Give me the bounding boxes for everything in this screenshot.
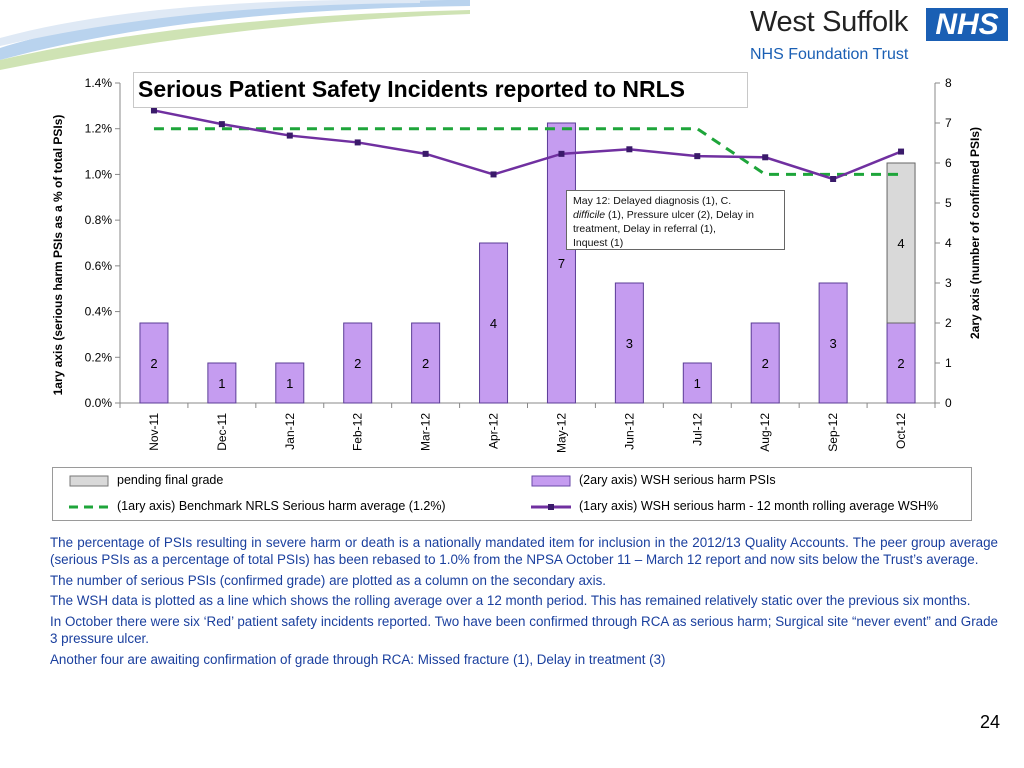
- x-tick-label: Dec-11: [215, 413, 229, 451]
- point-rolling-average: [218, 121, 225, 128]
- bar-pending-label: 4: [897, 236, 904, 251]
- bar-wsh-serious-psi: [682, 362, 712, 404]
- commentary-para-4: In October there were six ‘Red’ patient …: [50, 614, 998, 646]
- trust-branding: West Suffolk NHS NHS Foundation Trust: [750, 6, 1012, 66]
- bar-wsh-serious-psi: [479, 242, 509, 404]
- annotation-line-4: Inquest (1): [573, 237, 624, 249]
- point-rolling-average: [150, 107, 157, 114]
- y1-tick-label: 1.4%: [85, 76, 113, 90]
- y2-tick-label: 1: [945, 356, 952, 370]
- x-tick-label: Mar-12: [419, 413, 433, 451]
- y1-tick-label: 0.8%: [85, 213, 113, 227]
- legend-label-wsh-bars: (2ary axis) WSH serious harm PSIs: [579, 473, 776, 487]
- x-tick-label: Nov-11: [147, 413, 161, 451]
- y2-tick-label: 8: [945, 76, 952, 90]
- point-rolling-average: [354, 139, 361, 146]
- legend-label-rolling-avg: (1ary axis) WSH serious harm - 12 month …: [579, 499, 939, 513]
- y1-tick-label: 0.2%: [85, 350, 113, 364]
- may-annotation: May 12: Delayed diagnosis (1), C. diffic…: [566, 190, 785, 250]
- psi-chart: 0.0% 0.2% 0.4% 0.6% 0.8% 1.0% 1.2% 1.4% 0 1 2 3 4 5 6 7…: [51, 76, 982, 453]
- trust-name: NHS Foundation Trust: [750, 46, 909, 63]
- point-rolling-average: [558, 150, 565, 157]
- bar-wsh-serious-psi: [818, 282, 848, 404]
- commentary-para-1: The percentage of PSIs resulting in seve…: [50, 535, 998, 567]
- x-tick-label: Sep-12: [826, 413, 840, 452]
- bar-wsh-serious-psi: [275, 362, 305, 404]
- y2-tick-label: 4: [945, 236, 952, 250]
- line-rolling-average: [153, 109, 902, 181]
- y2-tick-label: 5: [945, 196, 952, 210]
- header-swoosh-graphic: [0, 0, 470, 70]
- annotation-line-1: May 12: Delayed diagnosis (1), C.: [573, 195, 732, 207]
- x-tick-label: May-12: [554, 413, 568, 453]
- bar-data-label: 1: [218, 376, 225, 391]
- y2-tick-label: 3: [945, 276, 952, 290]
- line-benchmark: [153, 127, 902, 176]
- y1-tick-label: 0.4%: [85, 305, 113, 319]
- bar-wsh-serious-psi: [207, 362, 237, 404]
- bar-data-label: 3: [830, 336, 837, 351]
- bar-wsh-serious-psi: [411, 322, 441, 404]
- x-tick-label: Aug-12: [758, 413, 772, 452]
- point-rolling-average: [762, 154, 769, 161]
- bar-pending-grade: [886, 162, 916, 324]
- bar-data-label: 2: [762, 356, 769, 371]
- bar-data-label: 2: [150, 356, 157, 371]
- y1-tick-label: 1.0%: [85, 167, 113, 181]
- bar-data-label: 7: [558, 256, 565, 271]
- commentary-para-2: The number of serious PSIs (confirmed gr…: [50, 572, 606, 588]
- bar-wsh-serious-psi: [614, 282, 644, 404]
- bar-wsh-serious-psi: [139, 322, 169, 404]
- y2-tick-label: 0: [945, 396, 952, 410]
- point-rolling-average: [490, 171, 497, 178]
- legend-label-benchmark: (1ary axis) Benchmark NRLS Serious harm …: [117, 499, 446, 513]
- point-rolling-average: [830, 176, 837, 182]
- point-rolling-average: [286, 132, 293, 139]
- commentary-para-3: The WSH data is plotted as a line which …: [50, 593, 971, 609]
- bar-data-label: 3: [626, 336, 633, 351]
- point-rolling-average: [626, 146, 633, 153]
- point-rolling-average: [694, 153, 701, 160]
- y2-tick-label: 7: [945, 116, 952, 130]
- bar-data-label: 1: [694, 376, 701, 391]
- page-number: 24: [979, 712, 1000, 732]
- org-name: West Suffolk: [750, 6, 909, 38]
- x-tick-label: Feb-12: [351, 413, 365, 451]
- chart-legend: pending final grade (2ary axis) WSH seri…: [52, 467, 972, 521]
- bar-data-label: 2: [422, 356, 429, 371]
- annotation-line-3: treatment, Delay in referral (1),: [573, 223, 716, 235]
- nhs-logo: NHS: [926, 8, 1008, 41]
- annotation-line-2: (1), Pressure ulcer (2), Delay in: [605, 209, 754, 221]
- y1-tick-label: 0.0%: [85, 396, 113, 410]
- y2-tick-label: 6: [945, 156, 952, 170]
- bar-data-label: 2: [897, 356, 904, 371]
- bar-wsh-serious-psi: [546, 122, 576, 404]
- annotation-italic: difficile: [573, 209, 606, 221]
- commentary-para-5: Another four are awaiting confirmation o…: [50, 651, 666, 667]
- point-rolling-average: [422, 150, 429, 157]
- bar-wsh-serious-psi: [343, 322, 373, 404]
- x-tick-label: Jul-12: [690, 413, 704, 446]
- y2-axis-title: 2ary axis (number of confirmed PSIs): [968, 127, 982, 339]
- y1-axis-title: 1ary axis (serious harm PSIs as a % of t…: [51, 115, 65, 396]
- y2-tick-label: 2: [945, 316, 952, 330]
- bar-data-label: 4: [490, 316, 497, 331]
- chart-title-box: Serious Patient Safety Incidents reporte…: [133, 72, 748, 108]
- y1-tick-label: 0.6%: [85, 259, 113, 273]
- y1-tick-label: 1.2%: [85, 122, 113, 136]
- commentary-text: The percentage of PSIs resulting in seve…: [50, 535, 998, 673]
- bar-data-label: 2: [354, 356, 361, 371]
- x-tick-label: Jun-12: [622, 413, 636, 450]
- bar-data-label: 1: [286, 376, 293, 391]
- chart-title: Serious Patient Safety Incidents reporte…: [138, 76, 685, 102]
- x-tick-label: Apr-12: [487, 413, 501, 449]
- legend-label-pending: pending final grade: [117, 473, 224, 487]
- x-tick-label: Oct-12: [894, 413, 908, 449]
- bar-wsh-serious-psi: [886, 322, 916, 404]
- point-rolling-average: [898, 148, 905, 155]
- bar-wsh-serious-psi: [750, 322, 780, 404]
- x-tick-label: Jan-12: [283, 413, 297, 450]
